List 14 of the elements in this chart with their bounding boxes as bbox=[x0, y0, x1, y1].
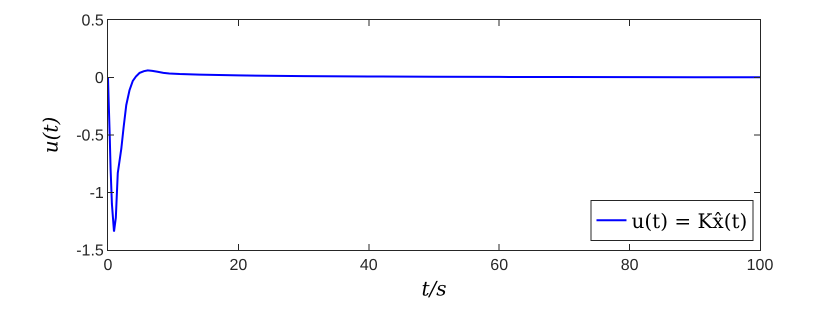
x-tick-label: 100 bbox=[746, 257, 774, 274]
y-tick-label: 0.5 bbox=[82, 12, 104, 30]
y-axis-title: u(t) bbox=[38, 116, 63, 154]
x-tick-label: 20 bbox=[230, 257, 248, 274]
x-axis-title: t/s bbox=[421, 276, 447, 301]
y-tick-label: 0 bbox=[94, 70, 104, 88]
x-tick-label: 80 bbox=[620, 257, 639, 274]
x-tick-label: 40 bbox=[360, 257, 378, 274]
line-series bbox=[108, 69, 760, 233]
legend-label: u(t) = Kx̂(t) bbox=[631, 209, 748, 234]
y-tick-label: -0.5 bbox=[76, 128, 104, 145]
x-tick-label: 60 bbox=[490, 257, 508, 274]
y-tick-label: -1 bbox=[90, 185, 104, 202]
y-tick-label: -1.5 bbox=[76, 242, 104, 260]
